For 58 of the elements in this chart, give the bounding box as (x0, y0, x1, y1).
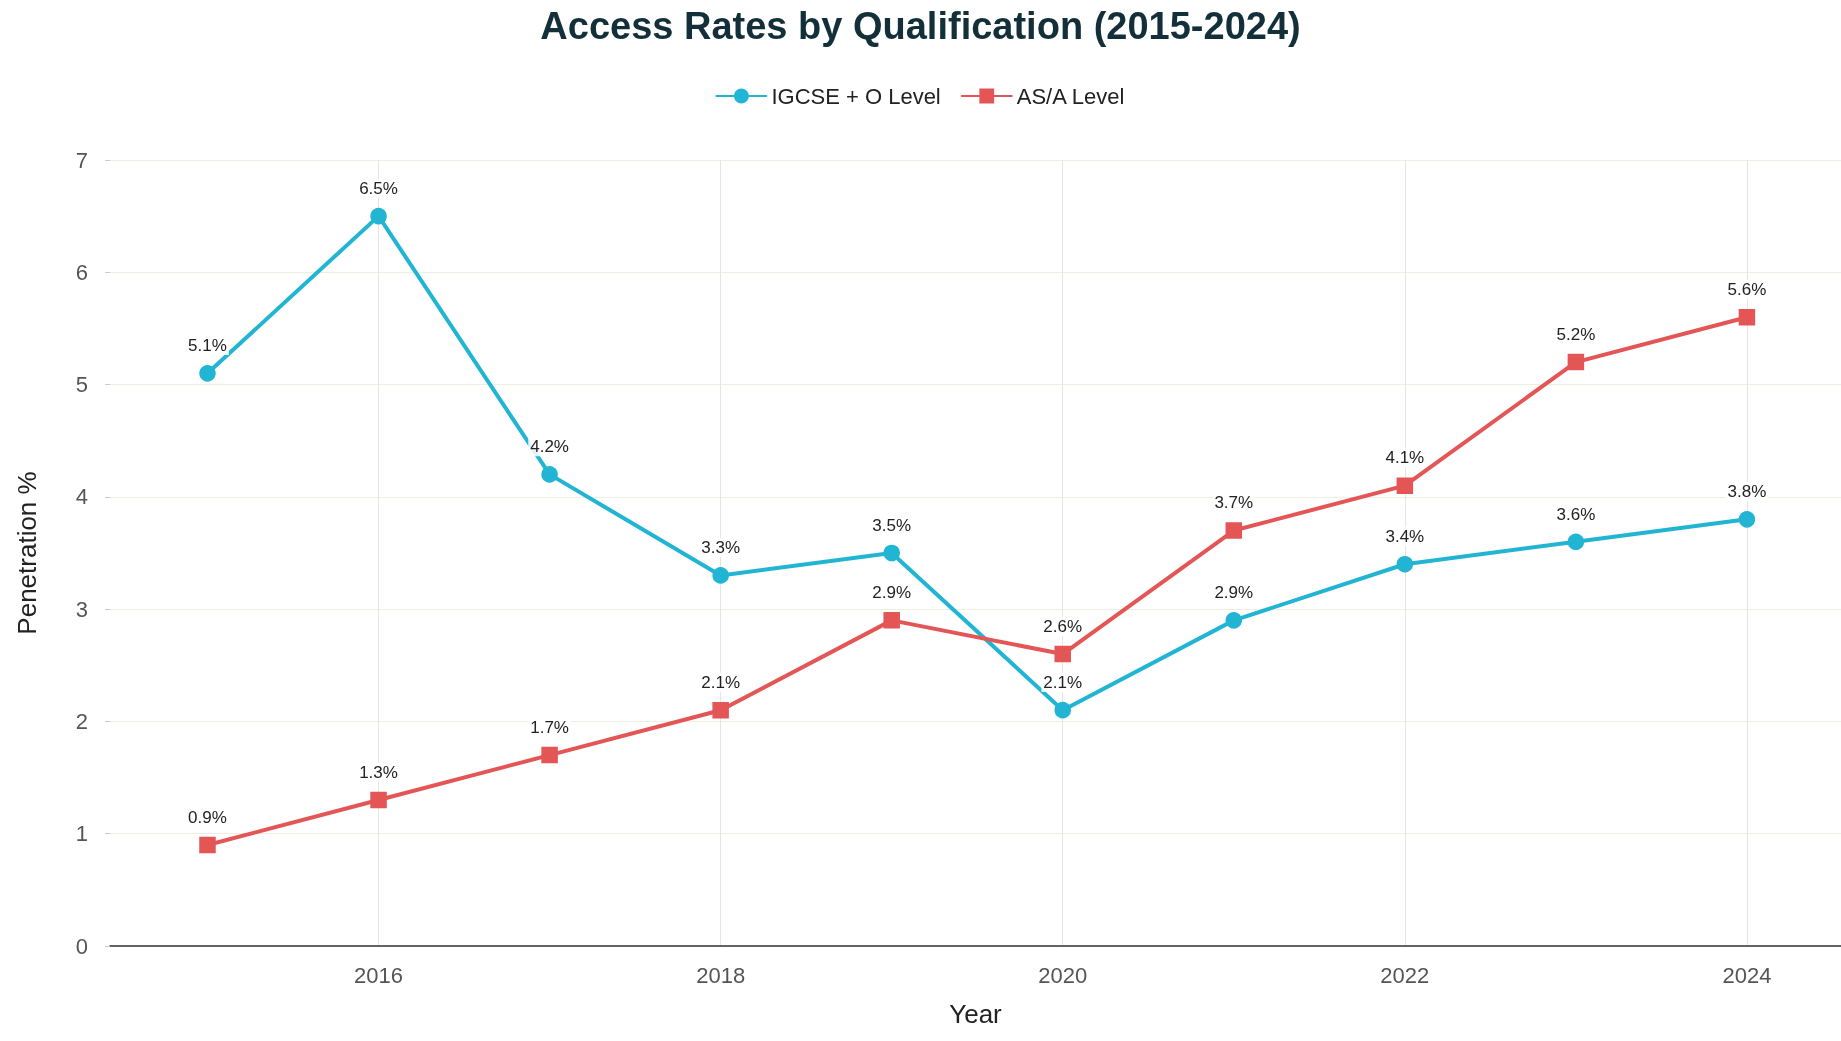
point (1054, 701, 1071, 719)
data-label: 6.5% (359, 178, 398, 198)
data-label: 4.1% (1385, 448, 1425, 468)
x-tick-label: 2022 (1380, 962, 1430, 988)
point (370, 791, 387, 809)
point (199, 365, 216, 382)
data-label: 3.3% (701, 538, 741, 558)
point (1738, 308, 1756, 326)
point (1225, 612, 1243, 629)
x-tick-label: 2018 (696, 962, 746, 988)
x-tick-label: 2024 (1722, 962, 1772, 988)
point (883, 612, 900, 629)
point (370, 207, 387, 225)
point (883, 544, 900, 562)
point (1225, 522, 1243, 539)
legend-label: AS/A Level (1016, 83, 1125, 109)
point (1738, 511, 1756, 528)
chart-title: Access Rates by Qualification (2015-2024) (540, 5, 1301, 47)
data-label: 3.4% (1385, 526, 1425, 546)
point (541, 466, 558, 483)
data-label: 1.3% (359, 762, 398, 782)
point (1054, 645, 1071, 663)
y-tick-label: 4 (75, 484, 88, 510)
data-label: 3.7% (1214, 493, 1254, 513)
data-label: 3.8% (1727, 482, 1767, 502)
point (1567, 533, 1585, 551)
data-label: 5.1% (188, 336, 227, 356)
y-tick-label: 2 (75, 708, 88, 734)
data-label: 2.1% (1043, 672, 1083, 692)
y-tick-label: 6 (75, 259, 88, 285)
data-label: 1.7% (530, 717, 569, 737)
point (712, 567, 729, 584)
x-tick-label: 2016 (354, 962, 404, 988)
y-axis-title: Penetration % (12, 471, 42, 635)
y-tick-label: 0 (75, 933, 88, 959)
y-tick-label: 3 (75, 596, 88, 622)
data-label: 2.9% (872, 583, 912, 603)
point (1396, 477, 1414, 494)
data-label: 5.2% (1556, 324, 1596, 344)
data-label: 4.2% (530, 437, 569, 457)
x-tick-label: 2020 (1038, 962, 1088, 988)
point (1567, 353, 1585, 371)
point (199, 836, 216, 854)
data-label: 5.6% (1727, 279, 1767, 299)
y-tick-label: 7 (75, 147, 88, 173)
data-label: 2.1% (701, 672, 741, 692)
data-label: 2.9% (1214, 583, 1254, 603)
point (1396, 555, 1414, 573)
point (712, 701, 729, 719)
y-tick-label: 5 (75, 372, 88, 398)
point (541, 746, 558, 764)
data-label: 3.6% (1556, 504, 1596, 524)
legend-label: IGCSE + O Level (771, 83, 941, 109)
y-tick-label: 1 (75, 821, 88, 847)
data-label: 0.9% (188, 807, 227, 827)
data-label: 2.6% (1043, 616, 1083, 636)
data-label: 3.5% (872, 515, 912, 535)
x-axis-title: Year (949, 999, 1003, 1029)
